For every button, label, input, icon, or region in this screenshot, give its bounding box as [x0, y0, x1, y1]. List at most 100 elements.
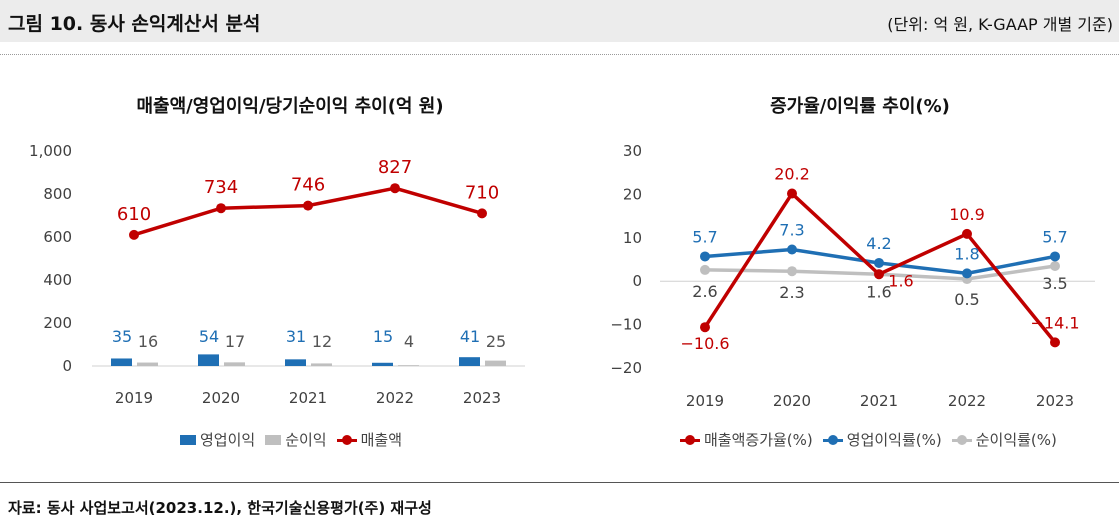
bar-net-income [137, 362, 158, 366]
data-label-revenue: 710 [465, 182, 499, 203]
legend-item-net-income: 순이익 [265, 429, 327, 450]
y-tick-label: 1,000 [29, 142, 72, 160]
x-tick-label: 2021 [289, 389, 327, 407]
bar-net-income [311, 363, 332, 366]
data-label-operating-margin: 5.7 [692, 227, 717, 246]
legend-label: 매출액 [360, 431, 403, 449]
y-tick-label: 10 [623, 229, 642, 247]
data-label-net-margin: 1.6 [866, 282, 891, 301]
legend-label: 순이익률(%) [975, 431, 1057, 449]
bar-operating-profit [459, 357, 480, 366]
header-divider [0, 54, 1119, 55]
revenue-profit-chart: 0 200 400 600 800 1,000 2019 2020 2021 2022 2023 35… [29, 142, 525, 407]
point-revenue [303, 200, 313, 211]
legend-item-revenue-growth: 매출액증가율(%) [680, 429, 813, 450]
x-tick-label: 2020 [202, 389, 240, 407]
data-label-net-margin: 2.3 [779, 283, 804, 302]
legend-label: 순이익 [285, 431, 327, 449]
bar-net-income [485, 360, 506, 366]
legend-label: 영업이익 [200, 431, 256, 449]
point-revenue-growth [787, 188, 797, 199]
bar-net-income [224, 362, 245, 366]
y-tick-label: 20 [623, 185, 642, 203]
x-tick-label: 2022 [376, 389, 414, 407]
y-tick-label: 200 [43, 314, 72, 332]
bar-net-income [398, 365, 419, 366]
legend-swatch-bar [265, 434, 282, 445]
point-revenue-growth [1050, 337, 1060, 348]
x-tick-label: 2019 [686, 392, 724, 410]
data-label-net-income: 16 [138, 332, 158, 351]
data-label-net-margin: 2.6 [692, 282, 717, 301]
figure-title: 그림 10. 동사 손익계산서 분석 [8, 13, 261, 35]
point-revenue-growth [700, 322, 710, 333]
data-label-operating-profit: 41 [460, 327, 480, 346]
data-label-net-income: 12 [312, 332, 332, 351]
data-label-net-margin: 0.5 [954, 290, 979, 309]
figure-header [0, 0, 1119, 42]
figure-unit-note: (단위: 억 원, K-GAAP 개별 기준) [887, 15, 1113, 34]
data-label-revenue: 827 [378, 157, 412, 178]
chart1-title: 매출액/영업이익/당기순이익 추이(억 원) [136, 96, 444, 117]
legend-swatch-line [336, 434, 357, 446]
data-label-revenue-growth: −14.1 [1030, 313, 1079, 332]
legend-item-net-margin: 순이익률(%) [951, 429, 1057, 450]
x-tick-label: 2020 [773, 392, 811, 410]
data-label-revenue: 746 [291, 175, 325, 196]
legend-swatch-bar [180, 434, 196, 445]
x-tick-label: 2023 [463, 389, 501, 407]
chart2-title: 증가율/이익률 추이(%) [770, 96, 950, 117]
point-revenue-growth [962, 228, 972, 239]
point-net-margin [1050, 261, 1060, 272]
data-label-operating-margin: 4.2 [866, 234, 891, 253]
data-label-operating-profit: 31 [286, 327, 306, 346]
point-revenue [477, 208, 487, 219]
point-operating-margin [962, 268, 972, 279]
data-label-revenue-growth: −10.6 [680, 334, 729, 353]
growth-margin-chart: −20 −10 0 10 20 30 2019 2020 2021 2022 2023 −10.6 20… [610, 142, 1095, 410]
chart2-legend: 매출액증가율(%) 영업이익률(%) 순이익률(%) [680, 429, 1057, 450]
data-label-revenue: 734 [204, 177, 238, 198]
y-tick-label: 30 [623, 142, 642, 160]
chart1-legend: 영업이익 순이익 매출액 [180, 429, 402, 450]
legend-label: 매출액증가율(%) [704, 431, 813, 449]
data-label-revenue: 610 [117, 204, 151, 225]
legend-item-operating-margin: 영업이익률(%) [822, 429, 942, 450]
data-label-operating-profit: 54 [199, 327, 219, 346]
point-revenue-growth [874, 269, 884, 280]
y-tick-label: 600 [43, 228, 72, 246]
point-operating-margin [1050, 251, 1060, 262]
bar-operating-profit [198, 354, 219, 366]
data-label-operating-profit: 15 [373, 327, 393, 346]
data-label-revenue-growth: 10.9 [949, 205, 985, 224]
legend-swatch-line [951, 434, 972, 446]
legend-item-operating-profit: 영업이익 [180, 429, 255, 450]
legend-label: 영업이익률(%) [846, 431, 942, 449]
bar-operating-profit [111, 358, 132, 366]
point-revenue [129, 229, 139, 240]
data-label-revenue-growth: 20.2 [774, 165, 810, 184]
legend-swatch-line [680, 434, 700, 446]
data-label-operating-margin: 7.3 [779, 221, 804, 240]
x-tick-label: 2023 [1036, 392, 1074, 410]
point-operating-margin [700, 251, 710, 262]
data-label-operating-profit: 35 [112, 327, 132, 346]
point-operating-margin [874, 257, 884, 268]
point-revenue [390, 183, 400, 194]
point-net-margin [787, 266, 797, 277]
bar-operating-profit [372, 362, 393, 366]
legend-swatch-line [822, 434, 843, 446]
y-tick-label: 0 [632, 272, 642, 290]
bar-operating-profit [285, 359, 306, 366]
data-label-net-income: 17 [225, 332, 245, 351]
x-tick-label: 2022 [948, 392, 986, 410]
data-label-operating-margin: 1.8 [954, 244, 979, 263]
legend-item-revenue: 매출액 [336, 429, 403, 450]
y-tick-label: −10 [610, 316, 642, 334]
x-tick-label: 2021 [860, 392, 898, 410]
source-note: 자료: 동사 사업보고서(2023.12.), 한국기술신용평가(주) 재구성 [8, 499, 432, 517]
data-label-operating-margin: 5.7 [1042, 227, 1067, 246]
point-revenue [216, 203, 226, 214]
data-label-net-income: 25 [486, 332, 506, 351]
point-net-margin [700, 264, 710, 275]
